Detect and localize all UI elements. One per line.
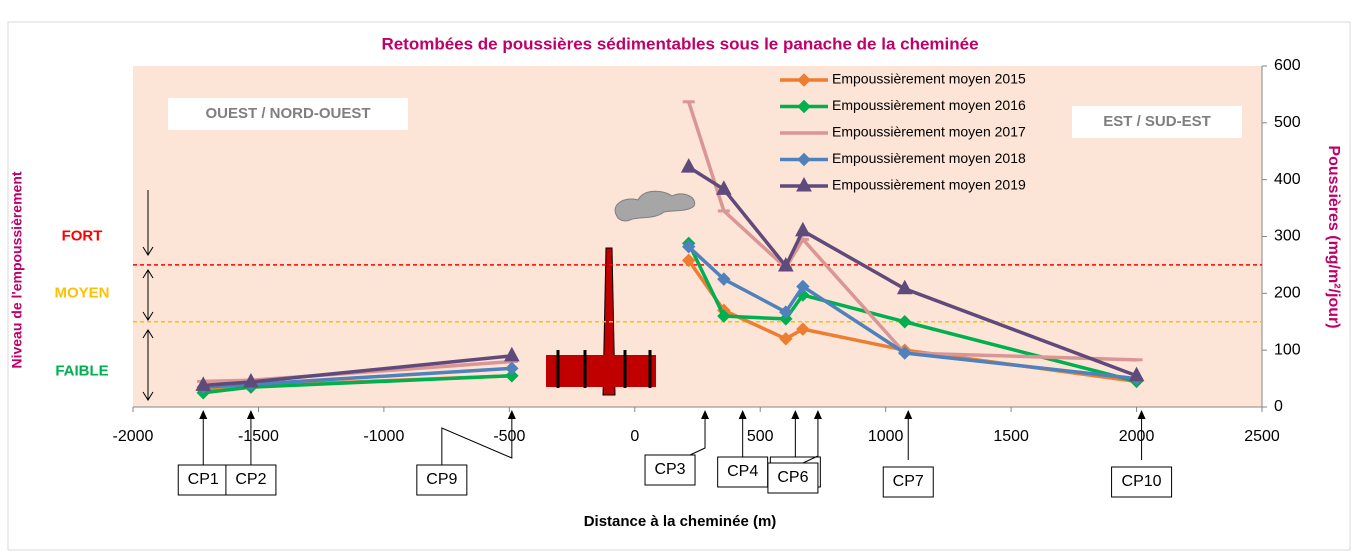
callout-label: CP1 <box>188 471 219 488</box>
x-tick-label: 0 <box>630 428 639 445</box>
y2-tick-label: 100 <box>1274 341 1301 358</box>
x-tick-label: -500 <box>493 428 525 445</box>
x-tick-label: 1000 <box>868 428 904 445</box>
x-tick-label: -1000 <box>363 428 404 445</box>
level-label: MOYEN <box>54 284 109 301</box>
legend-label: Empoussièrement moyen 2018 <box>832 150 1026 166</box>
y2-tick-label: 200 <box>1274 285 1301 302</box>
x-tick-label: -2000 <box>113 428 154 445</box>
y2-tick-label: 500 <box>1274 114 1301 131</box>
legend-label: Empoussièrement moyen 2019 <box>832 177 1026 193</box>
chart-title: Retombées de poussières sédimentables so… <box>381 34 978 53</box>
y-axis-label: Niveau de l'empoussièrement <box>9 171 25 368</box>
region-label: OUEST / NORD-OUEST <box>205 105 370 122</box>
y2-tick-label: 0 <box>1274 398 1283 415</box>
y2-axis-label: Poussières (mg/m²/jour) <box>1325 145 1342 328</box>
x-tick-label: -1500 <box>238 428 279 445</box>
callout-label: CP7 <box>893 473 924 490</box>
callout-label: CP4 <box>727 463 758 480</box>
x-tick-label: 2000 <box>1119 428 1155 445</box>
x-axis-label: Distance à la cheminée (m) <box>584 513 777 530</box>
callout-label: CP2 <box>235 471 266 488</box>
y2-tick-label: 600 <box>1274 57 1301 74</box>
callout-label: CP9 <box>426 471 457 488</box>
x-tick-label: 500 <box>747 428 774 445</box>
level-label: FAIBLE <box>55 363 108 380</box>
y2-tick-label: 300 <box>1274 228 1301 245</box>
region-label: EST / SUD-EST <box>1103 113 1211 130</box>
callout-label: CP10 <box>1122 473 1162 490</box>
callout-label: CP3 <box>654 461 685 478</box>
y2-tick-label: 400 <box>1274 171 1301 188</box>
x-tick-label: 2500 <box>1244 428 1280 445</box>
chart: Retombées de poussières sédimentables so… <box>0 0 1358 558</box>
legend-label: Empoussièrement moyen 2016 <box>832 97 1026 113</box>
x-tick-label: 1500 <box>993 428 1029 445</box>
callout-label: CP6 <box>777 469 808 486</box>
legend-label: Empoussièrement moyen 2017 <box>832 124 1026 140</box>
legend-label: Empoussièrement moyen 2015 <box>832 71 1026 87</box>
level-label: FORT <box>62 227 103 244</box>
